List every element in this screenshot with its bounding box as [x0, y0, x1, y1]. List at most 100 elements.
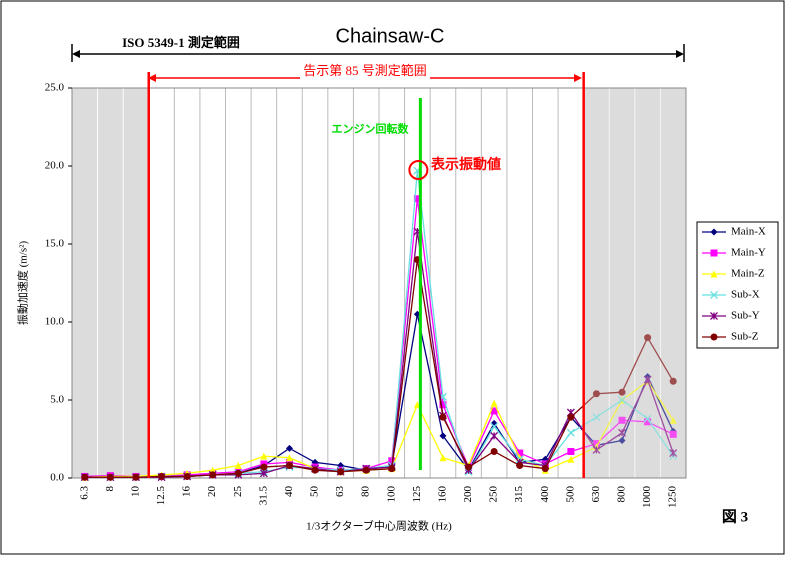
x-tick-label: 6.3	[78, 486, 90, 500]
marker	[618, 428, 627, 437]
legend-label: Sub-Y	[731, 310, 760, 322]
marker	[490, 422, 499, 431]
iso-range-label: ISO 5349-1 測定範囲	[122, 35, 240, 50]
y-tick-label: 5.0	[50, 394, 64, 406]
marker	[541, 465, 549, 473]
marker	[413, 195, 421, 203]
marker	[285, 444, 293, 452]
x-tick-label: 63	[334, 486, 346, 498]
x-tick-label: 12.5	[155, 486, 167, 506]
x-tick-label: 16	[181, 486, 193, 498]
marker	[710, 249, 718, 257]
marker	[465, 463, 473, 471]
marker	[618, 416, 626, 424]
marker	[132, 473, 140, 481]
marker	[567, 455, 575, 463]
y-tick-label: 0.0	[50, 472, 64, 484]
marker	[439, 454, 447, 462]
x-tick-label: 20	[206, 486, 218, 498]
x-tick-label: 500	[564, 486, 576, 503]
marker	[106, 473, 114, 481]
marker	[516, 449, 524, 457]
marker	[285, 454, 293, 462]
marker	[209, 471, 217, 479]
marker	[285, 462, 293, 470]
series-line	[84, 198, 674, 478]
x-tick-label: 31.5	[257, 486, 269, 506]
marker	[618, 388, 626, 396]
marker	[439, 432, 447, 440]
plot-border	[71, 87, 687, 479]
marker	[567, 413, 575, 421]
marker	[158, 472, 166, 480]
engine-speed-label: エンジン回転数	[332, 122, 410, 136]
y-axis-label: 振動加速度 (m/s²)	[16, 241, 30, 326]
marker	[644, 334, 652, 342]
x-tick-label: 160	[436, 486, 448, 503]
display-value-marker	[408, 160, 429, 180]
marker	[439, 401, 447, 409]
marker	[183, 472, 191, 480]
display-value-label: 表示振動値	[430, 156, 501, 173]
legend-label: Main-Y	[731, 247, 766, 259]
x-tick-label: 125	[411, 486, 423, 503]
marker	[490, 399, 498, 407]
x-tick-label: 1250	[667, 486, 679, 509]
y-tick-label: 10.0	[45, 316, 65, 328]
marker	[490, 407, 498, 415]
out-of-range-left	[72, 88, 149, 478]
marker	[234, 462, 242, 470]
legend-label: Main-X	[731, 226, 766, 238]
marker	[567, 447, 575, 455]
marker	[311, 466, 319, 474]
marker	[669, 430, 677, 438]
marker	[490, 447, 498, 455]
x-tick-label: 40	[283, 486, 295, 498]
marker	[669, 416, 677, 424]
label-bg	[300, 64, 430, 80]
marker	[618, 437, 626, 445]
marker	[362, 466, 370, 474]
x-tick-label: 800	[616, 486, 628, 503]
marker	[566, 428, 575, 437]
x-tick-label: 100	[385, 486, 397, 503]
figure-label: 図 3	[722, 508, 748, 525]
marker	[643, 375, 652, 384]
marker	[388, 465, 396, 473]
marker	[234, 469, 242, 477]
marker	[669, 377, 677, 385]
legend	[696, 221, 779, 349]
marker	[710, 270, 718, 278]
marker	[490, 431, 499, 440]
marker	[516, 462, 524, 470]
x-tick-label: 50	[309, 486, 321, 498]
chart-title: Chainsaw-C	[336, 25, 445, 47]
marker	[337, 468, 345, 476]
marker	[710, 312, 718, 320]
marker	[259, 469, 268, 478]
x-tick-label: 25	[232, 486, 244, 498]
marker	[710, 228, 718, 236]
x-axis-label: 1/3オクターブ中心周波数 (Hz)	[306, 519, 452, 533]
x-tick-label: 250	[488, 486, 500, 503]
legend-label: Sub-X	[731, 289, 760, 301]
marker	[643, 414, 652, 423]
marker	[592, 390, 600, 398]
marker	[439, 413, 447, 421]
x-tick-label: 400	[539, 486, 551, 503]
marker	[644, 418, 652, 426]
marker	[592, 413, 601, 422]
marker	[592, 445, 601, 454]
marker	[81, 473, 89, 481]
y-tick-label: 20.0	[45, 160, 65, 172]
marker	[260, 452, 268, 460]
x-tick-label: 200	[462, 486, 474, 503]
legend-label: Sub-Z	[731, 331, 759, 343]
x-tick-label: 315	[513, 486, 525, 503]
marker	[710, 291, 718, 299]
notice-range-label: 告示第 85 号測定範囲	[303, 63, 427, 78]
y-tick-label: 25.0	[45, 82, 65, 94]
marker	[669, 449, 678, 457]
marker	[260, 463, 268, 471]
